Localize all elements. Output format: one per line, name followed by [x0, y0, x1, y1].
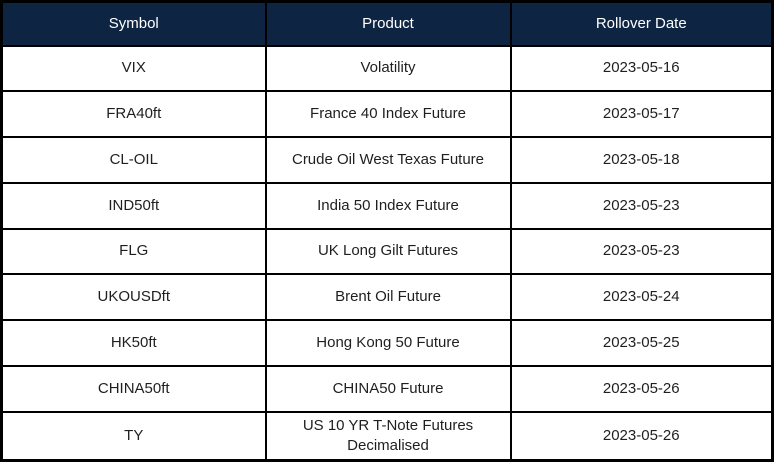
table-row: CL-OIL Crude Oil West Texas Future 2023-… [0, 136, 774, 184]
table-row: HK50ft Hong Kong 50 Future 2023-05-25 [0, 319, 774, 367]
header-row: Symbol Product Rollover Date [0, 0, 774, 47]
cell-rollover-date: 2023-05-23 [509, 227, 774, 276]
cell-rollover-date: 2023-05-26 [509, 410, 774, 462]
cell-rollover-date: 2023-05-16 [509, 44, 774, 93]
cell-symbol: UKOUSDft [0, 273, 267, 321]
table-row: FRA40ft France 40 Index Future 2023-05-1… [0, 90, 774, 138]
cell-product: India 50 Index Future [264, 181, 512, 230]
cell-symbol: VIX [0, 44, 267, 93]
table-row: CHINA50ft CHINA50 Future 2023-05-26 [0, 364, 774, 413]
cell-product: Brent Oil Future [264, 273, 512, 321]
column-header-symbol: Symbol [0, 0, 267, 47]
cell-symbol: IND50ft [0, 181, 267, 230]
cell-symbol: FRA40ft [0, 90, 267, 138]
cell-rollover-date: 2023-05-25 [509, 319, 774, 367]
cell-product: US 10 YR T-Note Futures Decimalised [264, 410, 512, 462]
cell-product: Crude Oil West Texas Future [264, 136, 512, 184]
table-row: VIX Volatility 2023-05-16 [0, 44, 774, 93]
cell-rollover-date: 2023-05-17 [509, 90, 774, 138]
table-body: VIX Volatility 2023-05-16 FRA40ft France… [0, 44, 774, 462]
cell-rollover-date: 2023-05-24 [509, 273, 774, 321]
table-row: IND50ft India 50 Index Future 2023-05-23 [0, 181, 774, 230]
cell-symbol: CL-OIL [0, 136, 267, 184]
cell-product: Volatility [264, 44, 512, 93]
cell-product: Hong Kong 50 Future [264, 319, 512, 367]
cell-symbol: CHINA50ft [0, 364, 267, 413]
cell-product: UK Long Gilt Futures [264, 227, 512, 276]
cell-symbol: FLG [0, 227, 267, 276]
cell-product: CHINA50 Future [264, 364, 512, 413]
cell-symbol: HK50ft [0, 319, 267, 367]
cell-rollover-date: 2023-05-18 [509, 136, 774, 184]
cell-rollover-date: 2023-05-23 [509, 181, 774, 230]
table-row: TY US 10 YR T-Note Futures Decimalised 2… [0, 410, 774, 462]
column-header-rollover-date: Rollover Date [509, 0, 774, 47]
cell-product: France 40 Index Future [264, 90, 512, 138]
table-header: Symbol Product Rollover Date [0, 0, 774, 47]
table-row: FLG UK Long Gilt Futures 2023-05-23 [0, 227, 774, 276]
table-row: UKOUSDft Brent Oil Future 2023-05-24 [0, 273, 774, 321]
cell-rollover-date: 2023-05-26 [509, 364, 774, 413]
column-header-product: Product [264, 0, 512, 47]
cell-symbol: TY [0, 410, 267, 462]
